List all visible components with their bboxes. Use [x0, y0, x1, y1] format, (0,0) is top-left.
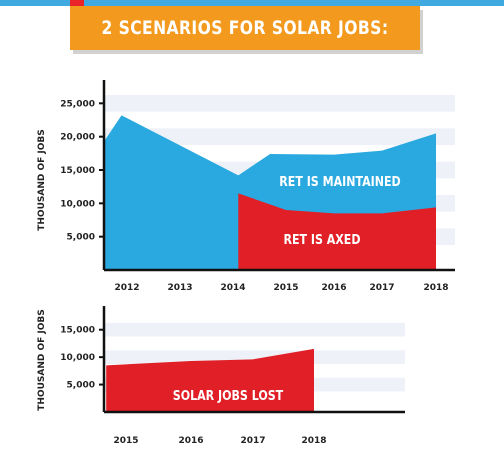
y-tick-label: 20,000 [60, 133, 95, 143]
chart-2: SOLAR JOBS LOST 5,000 10,000 15,000 2015 2016… [37, 306, 405, 446]
page-title: 2 SCENARIOS FOR SOLAR JOBS: [101, 17, 389, 39]
y-tick-label: 15,000 [60, 326, 95, 336]
grid-band [104, 322, 405, 337]
grid-band [104, 128, 455, 145]
x-tick-label: 2018 [301, 436, 326, 446]
series-label-1: SOLAR JOBS LOST [173, 388, 284, 403]
chart-1: RET IS MAINTAINED RET IS AXED 5,000 10,000 1… [37, 80, 455, 293]
banner-notch [70, 0, 84, 6]
x-tick-label: 2017 [369, 283, 394, 293]
y-axis-title: THOUSAND OF JOBS [37, 309, 47, 411]
y-tick-label: 10,000 [60, 199, 95, 209]
grid-band [104, 350, 405, 364]
y-axis-title: THOUSAND OF JOBS [37, 129, 47, 231]
x-tick-label: 2015 [113, 436, 138, 446]
y-tick-label: 15,000 [60, 166, 95, 176]
y-tick-label: 25,000 [60, 99, 95, 109]
x-tick-label: 2013 [167, 283, 192, 293]
x-tick-label: 2016 [321, 283, 346, 293]
series-area-1 [106, 348, 314, 412]
x-tick-label: 2018 [423, 283, 448, 293]
title-banner: 2 SCENARIOS FOR SOLAR JOBS: [70, 6, 420, 50]
series-label-2: RET IS AXED [283, 232, 360, 247]
x-tick-label: 2017 [240, 436, 265, 446]
x-tick-label: 2014 [220, 283, 245, 293]
x-tick-label: 2012 [114, 283, 139, 293]
y-tick-label: 10,000 [60, 353, 95, 363]
top-accent-bar [0, 0, 504, 6]
grid-band [104, 95, 455, 112]
series-area-2 [238, 193, 436, 270]
x-tick-label: 2015 [273, 283, 298, 293]
x-tick-label: 2016 [178, 436, 203, 446]
y-tick-label: 5,000 [67, 233, 95, 243]
series-label-1: RET IS MAINTAINED [279, 174, 400, 189]
y-tick-label: 5,000 [67, 381, 95, 391]
